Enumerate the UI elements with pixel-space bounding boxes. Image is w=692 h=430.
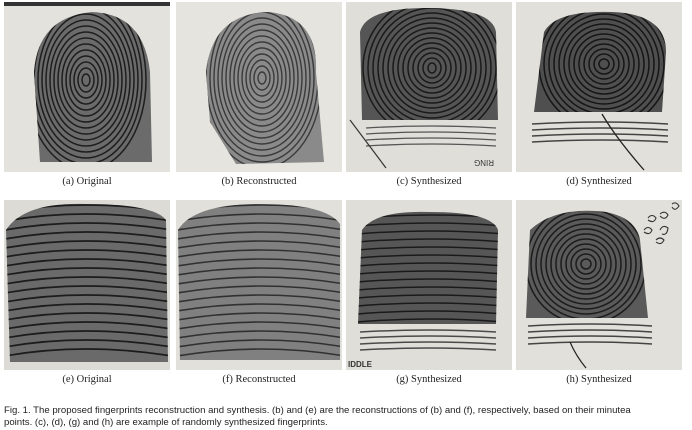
fingerprint-image-d bbox=[516, 2, 682, 172]
card-print-text: IDDLE bbox=[348, 360, 373, 369]
panel-f: (f) Reconstructed bbox=[176, 200, 342, 385]
fingerprint-image-b bbox=[176, 2, 342, 172]
fingerprint-image-e bbox=[4, 200, 170, 370]
panel-caption-h: (h) Synthesized bbox=[566, 374, 632, 385]
panel-h: (h) Synthesized bbox=[516, 200, 682, 385]
handwritten-marks bbox=[643, 202, 680, 245]
figure-caption: Fig. 1. The proposed fingerprints recons… bbox=[4, 405, 688, 429]
panel-a: (a) Original bbox=[4, 2, 170, 187]
fingerprint-image-a bbox=[4, 2, 170, 172]
ridge-pattern bbox=[6, 204, 168, 359]
figure-caption-line-2: points. (c), (d), (g) and (h) are exampl… bbox=[4, 417, 328, 428]
fingerprint-image-g: IDDLE bbox=[346, 200, 512, 370]
panel-caption-d: (d) Synthesized bbox=[566, 176, 632, 187]
panel-b: (b) Reconstructed bbox=[176, 2, 342, 187]
panel-g: IDDLE (g) Synthesized bbox=[346, 200, 512, 385]
ridge-pattern bbox=[526, 210, 647, 318]
ridge-pattern bbox=[362, 8, 498, 120]
figure-caption-line-1: Fig. 1. The proposed fingerprints recons… bbox=[4, 405, 631, 416]
fingerprint-image-c: RING bbox=[346, 2, 512, 172]
fingerprint-image-h bbox=[516, 200, 682, 370]
ridge-pattern bbox=[178, 204, 340, 359]
panel-caption-f: (f) Reconstructed bbox=[222, 374, 296, 385]
panel-caption-c: (c) Synthesized bbox=[396, 176, 462, 187]
panel-caption-b: (b) Reconstructed bbox=[221, 176, 297, 187]
panel-caption-g: (g) Synthesized bbox=[396, 374, 462, 385]
panel-c: RING (c) Synthesized bbox=[346, 2, 512, 187]
ridge-pattern bbox=[34, 12, 147, 162]
panel-caption-e: (e) Original bbox=[62, 374, 112, 385]
fingerprint-image-f bbox=[176, 200, 342, 370]
panel-caption-a: (a) Original bbox=[62, 176, 112, 187]
panel-e: (e) Original bbox=[4, 200, 170, 385]
panel-d: (d) Synthesized bbox=[516, 2, 682, 187]
card-print-text: RING bbox=[474, 158, 494, 167]
